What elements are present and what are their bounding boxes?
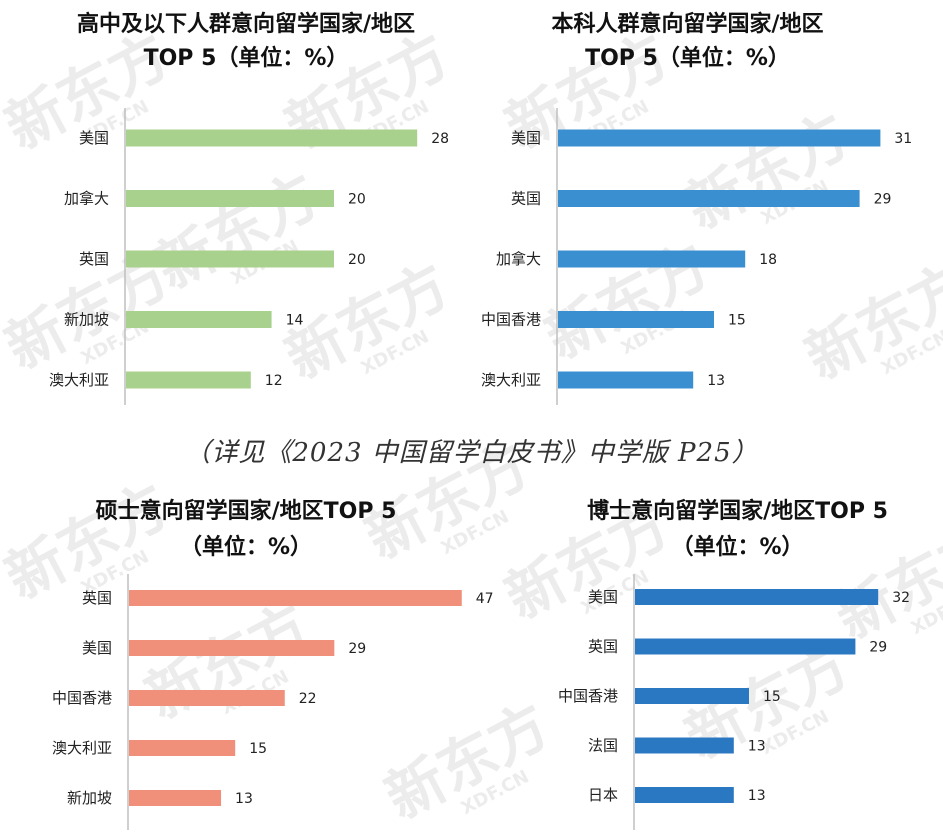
category-label: 英国 xyxy=(82,589,112,607)
data-label: 29 xyxy=(348,641,366,657)
category-label: 英国 xyxy=(588,638,618,656)
chart-title-line-1: 高中及以下人群意向留学国家/地区 xyxy=(76,12,416,37)
bar-chart-master: 英国 47 美国 29 中国香港 22 澳大利亚 15 新加坡 13 xyxy=(52,574,494,830)
data-label: 14 xyxy=(286,313,304,329)
bar xyxy=(635,787,734,803)
chart-title-line-1: 硕士意向留学国家/地区TOP 5 xyxy=(95,499,397,524)
chart-title-line-2: TOP 5（单位：%） xyxy=(585,46,790,71)
data-label: 31 xyxy=(894,131,912,147)
chart-title-line-2: （单位：%） xyxy=(671,535,804,560)
data-label: 13 xyxy=(748,739,766,755)
bar xyxy=(126,190,334,207)
chart-title-line-2: TOP 5（单位：%） xyxy=(143,46,349,71)
category-label: 美国 xyxy=(511,129,541,147)
data-label: 29 xyxy=(874,192,892,208)
bar xyxy=(129,590,462,606)
chart-title: 本科人群意向留学国家/地区 TOP 5（单位：%） xyxy=(472,8,903,76)
data-label: 13 xyxy=(748,788,766,804)
chart-panel-undergrad: 本科人群意向留学国家/地区 TOP 5（单位：%） 美国 31 英国 29 加拿大 18 中… xyxy=(472,0,943,410)
bar xyxy=(126,311,272,328)
category-label: 加拿大 xyxy=(496,250,541,268)
data-label: 18 xyxy=(759,252,777,268)
data-label: 32 xyxy=(892,590,910,606)
data-label: 29 xyxy=(869,640,887,656)
bar xyxy=(129,640,335,656)
category-label: 澳大利亚 xyxy=(481,371,541,389)
bar xyxy=(558,129,881,147)
data-label: 47 xyxy=(476,591,494,607)
category-label: 法国 xyxy=(588,737,618,755)
bar xyxy=(129,690,285,706)
source-note: （详见《2023 中国留学白皮书》中学版 P25） xyxy=(184,438,759,468)
category-label: 英国 xyxy=(79,250,109,268)
bar xyxy=(126,129,418,147)
data-label: 20 xyxy=(348,252,366,268)
bar xyxy=(635,638,856,655)
category-label: 中国香港 xyxy=(481,311,541,329)
category-label: 澳大利亚 xyxy=(52,739,112,757)
category-label: 加拿大 xyxy=(64,190,109,208)
data-label: 15 xyxy=(728,313,746,329)
bar-chart-highschool: 美国 28 加拿大 20 英国 20 新加坡 14 澳大利亚 12 xyxy=(49,108,449,405)
bar xyxy=(126,371,251,389)
bar xyxy=(129,740,236,756)
category-label: 美国 xyxy=(82,639,112,657)
bar xyxy=(558,311,714,328)
category-label: 新加坡 xyxy=(67,789,112,807)
category-label: 美国 xyxy=(79,129,109,147)
bar xyxy=(558,371,694,389)
chart-panel-phd: 博士意向留学国家/地区TOP 5 （单位：%） 美国 32 英国 29 中国香港 15 法国… xyxy=(472,490,943,834)
category-label: 新加坡 xyxy=(64,311,109,329)
data-label: 28 xyxy=(431,131,449,147)
chart-title-line-2: （单位：%） xyxy=(179,535,313,560)
chart-panel-master: 硕士意向留学国家/地区TOP 5 （单位：%） 英国 47 美国 29 中国香港 22 澳大… xyxy=(0,490,494,834)
bar xyxy=(558,190,860,207)
chart-title: 硕士意向留学国家/地区TOP 5 （单位：%） xyxy=(20,494,472,566)
bar xyxy=(126,250,334,268)
data-label: 15 xyxy=(249,741,267,757)
chart-title: 高中及以下人群意向留学国家/地区 TOP 5（单位：%） xyxy=(20,8,472,76)
data-label: 13 xyxy=(707,373,725,389)
bar xyxy=(558,250,746,268)
bar-chart-undergrad: 美国 31 英国 29 加拿大 18 中国香港 15 澳大利亚 13 xyxy=(481,108,912,405)
data-label: 22 xyxy=(299,691,317,707)
category-label: 英国 xyxy=(511,190,541,208)
chart-panel-highschool: 高中及以下人群意向留学国家/地区 TOP 5（单位：%） 美国 28 加拿大 20 英国… xyxy=(0,0,472,410)
bar xyxy=(635,688,749,704)
chart-title-line-1: 本科人群意向留学国家/地区 xyxy=(551,12,824,37)
bar xyxy=(635,737,734,754)
data-label: 13 xyxy=(235,791,253,807)
category-label: 中国香港 xyxy=(558,687,618,705)
bar xyxy=(635,589,879,605)
category-label: 日本 xyxy=(588,786,618,804)
data-label: 12 xyxy=(265,373,283,389)
bar-chart-phd: 美国 32 英国 29 中国香港 15 法国 13 日本 13 xyxy=(558,574,910,830)
chart-title-line-1: 博士意向留学国家/地区TOP 5 xyxy=(587,499,888,524)
bar xyxy=(129,790,222,806)
data-label: 15 xyxy=(763,689,781,705)
category-label: 美国 xyxy=(588,588,618,606)
chart-title: 博士意向留学国家/地区TOP 5 （单位：%） xyxy=(532,494,943,566)
category-label: 中国香港 xyxy=(52,689,112,707)
category-label: 澳大利亚 xyxy=(49,371,109,389)
data-label: 20 xyxy=(348,192,366,208)
